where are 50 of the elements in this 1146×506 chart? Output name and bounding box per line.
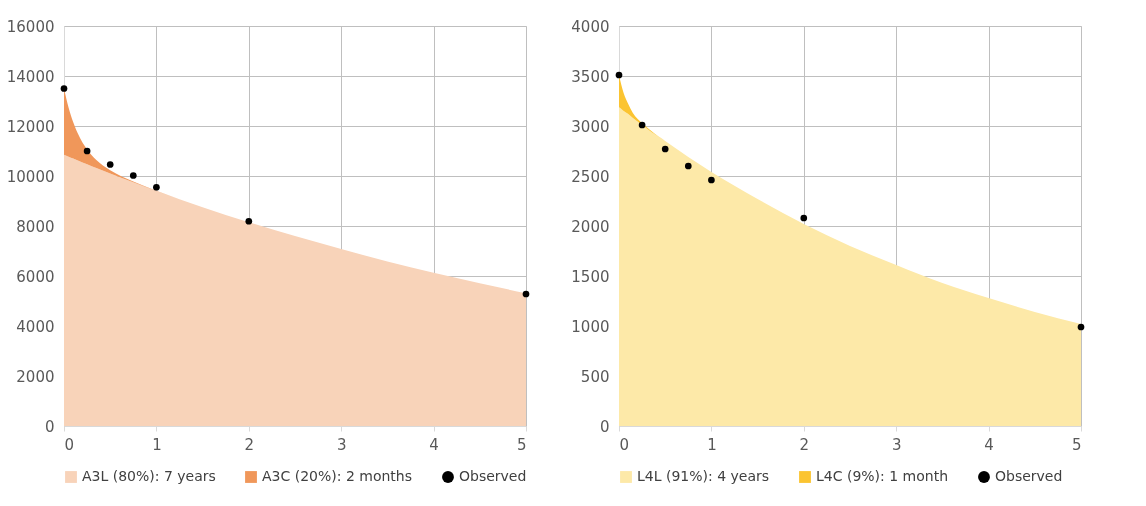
y-tick-label: 16000 xyxy=(6,17,55,36)
point xyxy=(106,161,114,168)
point xyxy=(800,214,808,222)
y-tick-label: 2500 xyxy=(571,167,610,186)
y-tick-label: 2000 xyxy=(16,367,55,386)
legend-label: Observed xyxy=(995,468,1063,484)
y-tick-label: 8000 xyxy=(16,217,55,236)
y-tick-label: 10000 xyxy=(6,167,55,186)
point xyxy=(83,147,91,155)
legend-label: A3C (20%): 2 months xyxy=(262,468,413,484)
y-tick-label: 2000 xyxy=(571,217,610,236)
point xyxy=(684,162,692,170)
x-tick-label: 0 xyxy=(619,435,630,454)
y-tick-label: 12000 xyxy=(6,117,55,136)
y-tick-label: 3500 xyxy=(571,67,610,86)
point xyxy=(129,172,137,179)
y-tick-label: 4000 xyxy=(571,17,610,36)
x-tick-label: 1 xyxy=(152,435,162,454)
x-tick-label: 0 xyxy=(64,435,75,454)
x-tick-label: 4 xyxy=(984,435,994,454)
legend-label: A3L (80%): 7 years xyxy=(82,468,216,484)
y-tick-label: 14000 xyxy=(6,67,55,86)
point xyxy=(1077,323,1085,331)
point xyxy=(60,85,68,92)
y-tick-label: 0 xyxy=(599,417,610,436)
point xyxy=(153,183,160,191)
x-tick-label: 2 xyxy=(244,435,255,454)
x-tick-label: 2 xyxy=(799,435,810,454)
x-tick-label: 4 xyxy=(429,435,439,454)
x-tick-label: 3 xyxy=(891,435,902,454)
point xyxy=(522,290,530,298)
y-tick-label: 4000 xyxy=(16,317,55,336)
point xyxy=(661,145,669,153)
x-tick-label: 1 xyxy=(707,435,717,454)
y-tick-label: 1000 xyxy=(571,317,610,336)
point xyxy=(638,121,646,129)
y-tick-label: 1500 xyxy=(571,267,610,286)
point xyxy=(615,71,623,79)
legend-label: L4C (9%): 1 month xyxy=(816,468,949,484)
y-tick-label: 6000 xyxy=(16,267,55,286)
y-tick-label: 3000 xyxy=(571,117,610,136)
point xyxy=(708,176,715,184)
x-tick-label: 5 xyxy=(1071,435,1082,454)
x-tick-label: 5 xyxy=(516,435,527,454)
legend-label: Observed xyxy=(459,468,527,484)
x-tick-label: 3 xyxy=(336,435,347,454)
legend-label: L4L (91%): 4 years xyxy=(637,468,770,484)
y-tick-label: 500 xyxy=(580,367,610,386)
point xyxy=(245,217,253,225)
y-tick-label: 0 xyxy=(44,417,55,436)
